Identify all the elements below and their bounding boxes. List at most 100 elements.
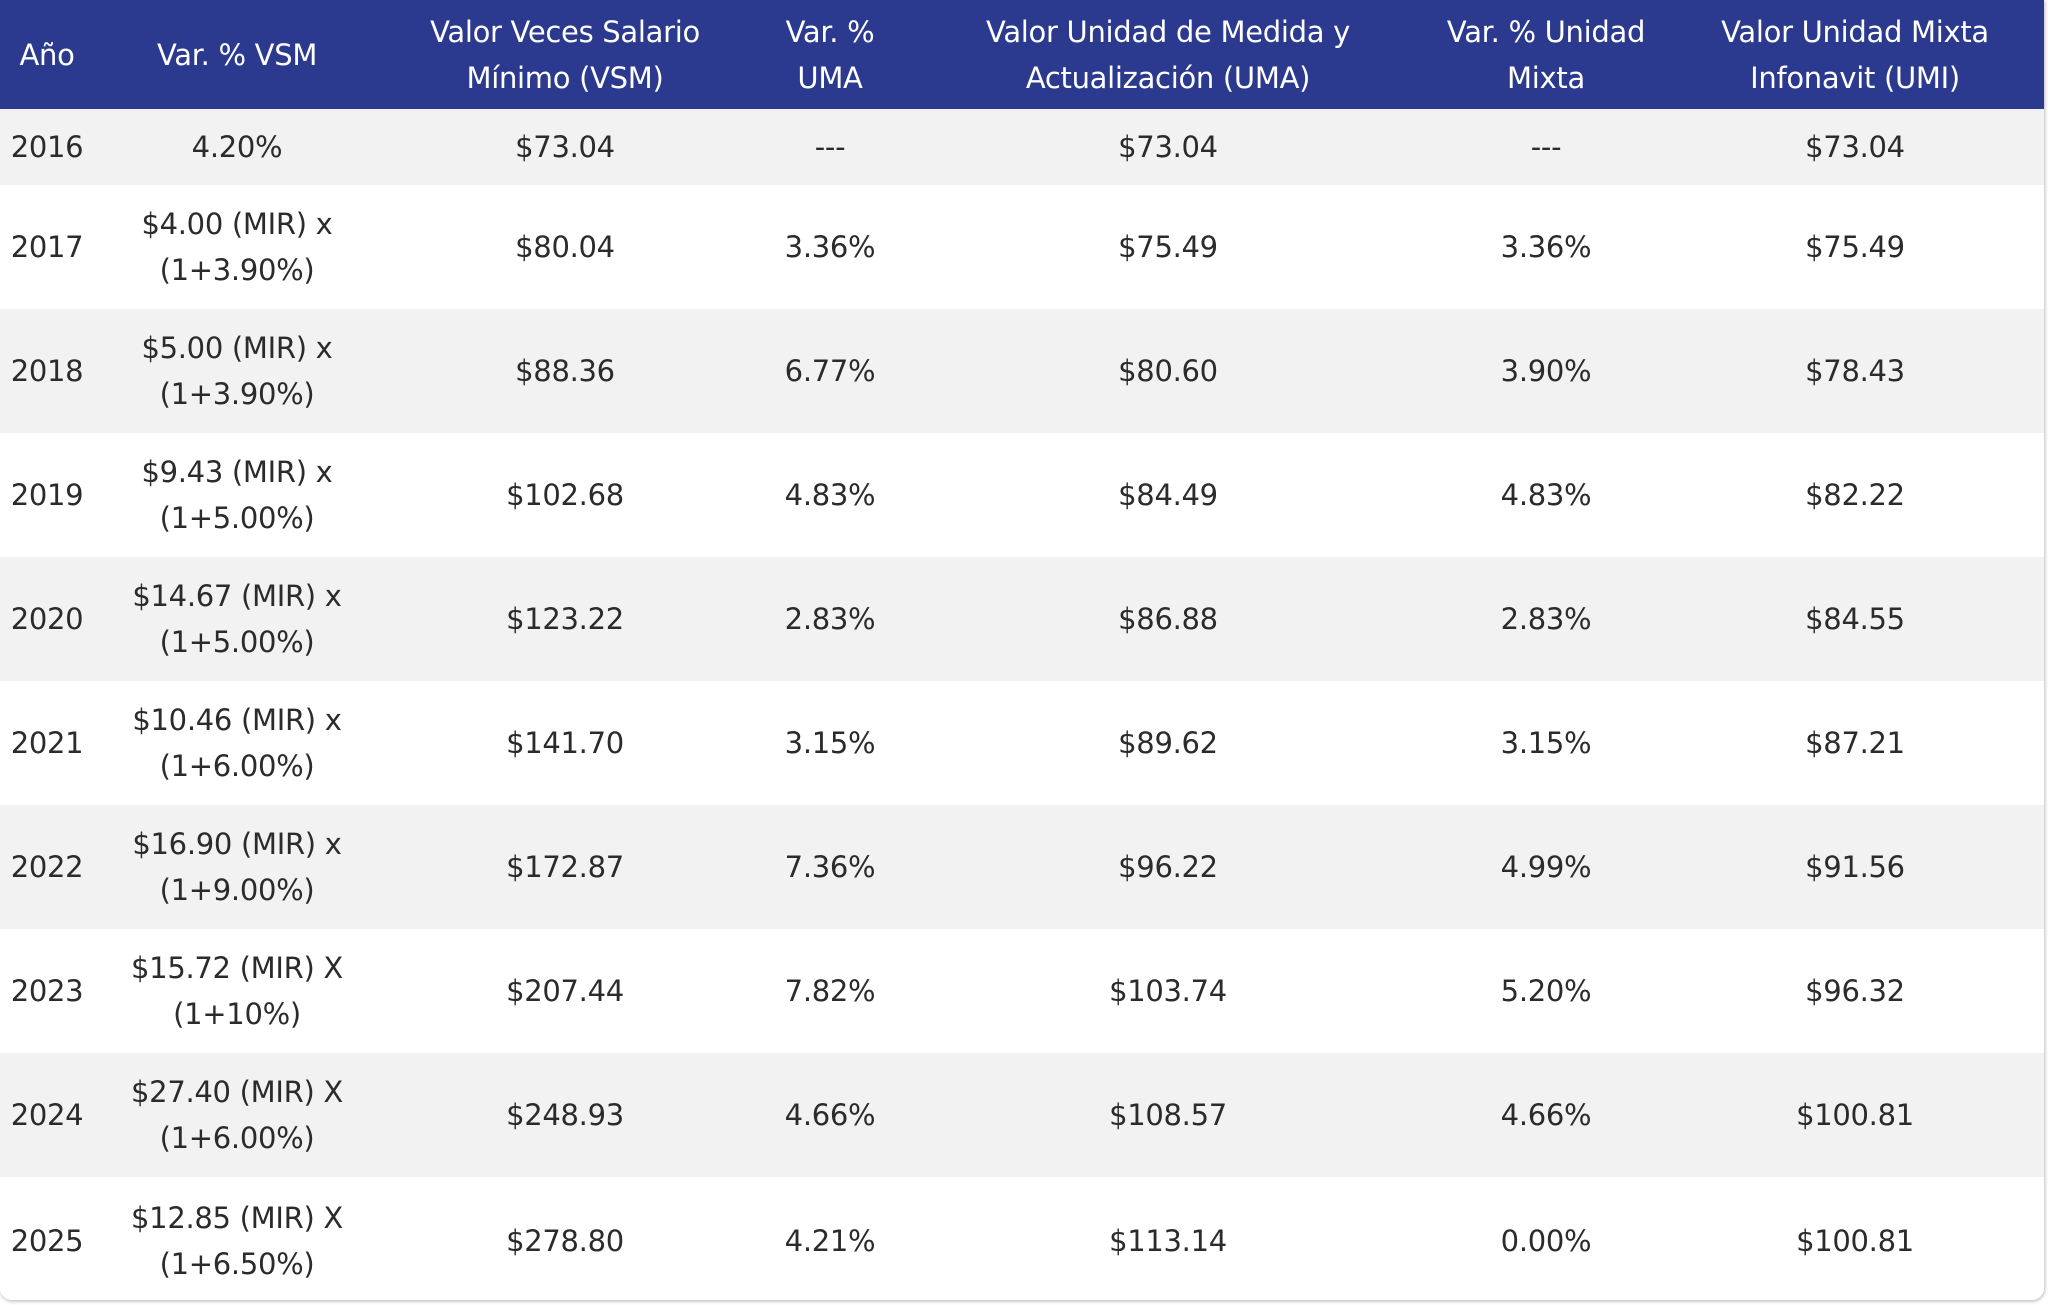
cell-var-mixta: 3.90% <box>1500 354 1592 388</box>
header-uma-value: Valor Unidad de Medida y Actualización (… <box>910 0 1426 109</box>
cell-var-vsm: $5.00 (MIR) x (1+3.90%) <box>94 309 380 433</box>
cell-uma: $80.60 <box>1118 354 1218 388</box>
cell-vsm: $248.93 <box>506 1098 624 1132</box>
header-year: Año <box>0 0 94 109</box>
header-vsm-value-line1: Valor Veces Salario <box>430 14 700 49</box>
cell-uma: $84.49 <box>1118 478 1218 512</box>
cell-umi: $84.55 <box>1805 602 1905 636</box>
header-umi-value-line1: Valor Unidad Mixta <box>1721 14 1989 49</box>
cell-uma: $86.88 <box>1118 602 1218 636</box>
cell-var-vsm-line2: (1+6.00%) <box>159 1121 315 1155</box>
table-row: 2023 $15.72 (MIR) X (1+10%) $207.44 7.82… <box>0 929 2044 1053</box>
cell-var-uma: 2.83% <box>784 602 876 636</box>
cell-var-mixta: 4.99% <box>1500 850 1592 884</box>
cell-vsm: $73.04 <box>515 130 615 164</box>
header-umi-value: Valor Unidad Mixta Infonavit (UMI) <box>1666 0 2044 109</box>
cell-uma: $103.74 <box>1109 974 1227 1008</box>
cell-year: 2024 <box>10 1098 84 1132</box>
cell-var-mixta: 3.36% <box>1500 230 1592 264</box>
header-var-uma-line2: UMA <box>797 60 863 95</box>
cell-var-vsm-line2: (1+6.50%) <box>159 1246 315 1281</box>
table-header-row: Año Var. % VSM Valor Veces Salario Mínim… <box>0 0 2044 109</box>
cell-vsm: $88.36 <box>515 354 615 388</box>
cell-vsm: $102.68 <box>506 478 624 512</box>
cell-var-mixta: 5.20% <box>1500 974 1592 1008</box>
cell-var-vsm: $14.67 (MIR) x (1+5.00%) <box>94 557 380 681</box>
cell-year: 2019 <box>10 478 84 512</box>
header-vsm-value: Valor Veces Salario Mínimo (VSM) <box>380 0 750 109</box>
cell-var-uma: 3.36% <box>784 230 876 264</box>
cell-var-vsm-line2: (1+3.90%) <box>159 253 315 287</box>
cell-var-vsm: $15.72 (MIR) X (1+10%) <box>94 929 380 1053</box>
cell-var-vsm-line1: $9.43 (MIR) x <box>141 455 333 489</box>
cell-umi: $91.56 <box>1805 850 1905 884</box>
cell-uma: $89.62 <box>1118 726 1218 760</box>
cell-var-mixta: --- <box>1530 130 1562 164</box>
cell-var-uma: 6.77% <box>784 354 876 388</box>
cell-var-vsm-line1: $12.85 (MIR) X <box>131 1200 343 1235</box>
cell-uma: $73.04 <box>1118 130 1218 164</box>
header-var-uma-line1: Var. % <box>785 14 875 49</box>
cell-var-vsm-line2: (1+10%) <box>173 997 301 1031</box>
cell-var-vsm-line1: 4.20% <box>191 130 283 164</box>
cell-var-uma: 4.83% <box>784 478 876 512</box>
table-body: 2016 4.20% $73.04 --- $73.04 --- $73.04 … <box>0 109 2044 1300</box>
cell-year: 2016 <box>10 130 84 164</box>
table-row: 2018 $5.00 (MIR) x (1+3.90%) $88.36 6.77… <box>0 309 2044 433</box>
cell-year: 2020 <box>10 602 84 636</box>
cell-var-vsm: $4.00 (MIR) x (1+3.90%) <box>94 185 380 309</box>
header-var-mixta: Var. % Unidad Mixta <box>1426 0 1666 109</box>
cell-year: 2023 <box>10 974 84 1008</box>
table-row: 2020 $14.67 (MIR) x (1+5.00%) $123.22 2.… <box>0 557 2044 681</box>
cell-var-vsm-line1: $15.72 (MIR) X <box>131 951 343 985</box>
cell-var-vsm: $16.90 (MIR) x (1+9.00%) <box>94 805 380 929</box>
cell-umi: $87.21 <box>1805 726 1905 760</box>
cell-var-uma: 7.36% <box>784 850 876 884</box>
cell-year: 2025 <box>10 1223 84 1258</box>
cell-var-vsm-line2: (1+6.00%) <box>159 749 315 783</box>
header-uma-value-line2: Actualización (UMA) <box>1025 60 1311 95</box>
cell-vsm: $80.04 <box>515 230 615 264</box>
header-var-vsm-label: Var. % VSM <box>156 37 318 72</box>
cell-var-vsm-line1: $4.00 (MIR) x <box>141 207 333 241</box>
cell-uma: $96.22 <box>1118 850 1218 884</box>
cell-umi: $82.22 <box>1805 478 1905 512</box>
table-row: 2024 $27.40 (MIR) X (1+6.00%) $248.93 4.… <box>0 1053 2044 1177</box>
cell-var-uma: --- <box>814 130 846 164</box>
cell-var-vsm: $12.85 (MIR) X (1+6.50%) <box>94 1177 380 1300</box>
cell-var-vsm: 4.20% <box>94 109 380 185</box>
cell-vsm: $123.22 <box>506 602 624 636</box>
cell-uma: $108.57 <box>1109 1098 1227 1132</box>
cell-uma: $113.14 <box>1109 1223 1227 1258</box>
cell-var-vsm: $9.43 (MIR) x (1+5.00%) <box>94 433 380 557</box>
cell-var-mixta: 4.66% <box>1500 1098 1592 1132</box>
cell-var-vsm-line1: $14.67 (MIR) x <box>132 579 342 613</box>
cell-var-uma: 4.21% <box>784 1223 876 1258</box>
cell-var-uma: 4.66% <box>784 1098 876 1132</box>
cell-umi: $78.43 <box>1805 354 1905 388</box>
cell-year: 2022 <box>10 850 84 884</box>
header-vsm-value-line2: Mínimo (VSM) <box>466 60 664 95</box>
cell-var-uma: 7.82% <box>784 974 876 1008</box>
header-var-uma: Var. % UMA <box>750 0 910 109</box>
cell-umi: $100.81 <box>1796 1098 1914 1132</box>
cell-var-mixta: 4.83% <box>1500 478 1592 512</box>
cell-year: 2017 <box>10 230 84 264</box>
cell-var-vsm-line1: $5.00 (MIR) x <box>141 331 333 365</box>
cell-var-vsm-line1: $27.40 (MIR) X <box>131 1075 343 1109</box>
cell-umi: $75.49 <box>1805 230 1905 264</box>
cell-var-mixta: 2.83% <box>1500 602 1592 636</box>
header-umi-value-line2: Infonavit (UMI) <box>1750 60 1960 95</box>
cell-year: 2021 <box>10 726 84 760</box>
cell-var-vsm: $10.46 (MIR) x (1+6.00%) <box>94 681 380 805</box>
cell-vsm: $278.80 <box>506 1223 624 1258</box>
cell-year: 2018 <box>10 354 84 388</box>
cell-var-vsm-line1: $16.90 (MIR) x <box>132 827 342 861</box>
cell-uma: $75.49 <box>1118 230 1218 264</box>
table-row: 2025 $12.85 (MIR) X (1+6.50%) $278.80 4.… <box>0 1177 2044 1300</box>
header-var-vsm: Var. % VSM <box>94 0 380 109</box>
cell-umi: $96.32 <box>1805 974 1905 1008</box>
cell-var-vsm-line1: $10.46 (MIR) x <box>132 703 342 737</box>
